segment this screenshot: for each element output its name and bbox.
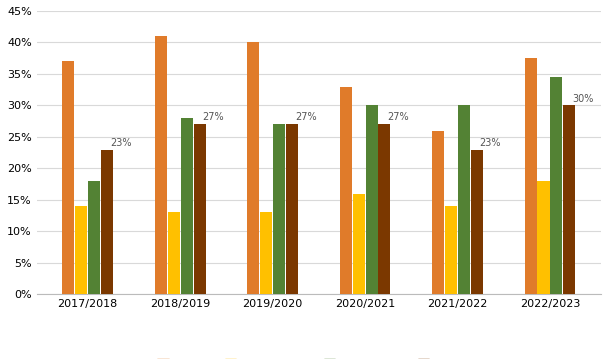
Bar xyxy=(378,124,390,294)
Text: 23%: 23% xyxy=(480,137,501,148)
Bar xyxy=(353,194,365,294)
Text: 27%: 27% xyxy=(295,112,316,122)
Bar xyxy=(181,118,193,294)
Bar xyxy=(537,181,550,294)
Bar xyxy=(286,124,298,294)
Bar xyxy=(432,131,444,294)
Text: 30%: 30% xyxy=(572,94,593,103)
Bar xyxy=(445,206,457,294)
Bar xyxy=(550,77,562,294)
Bar xyxy=(260,213,272,294)
Bar xyxy=(564,106,575,294)
Text: 23%: 23% xyxy=(110,137,131,148)
Bar xyxy=(101,149,113,294)
Bar xyxy=(62,61,74,294)
Bar xyxy=(525,58,537,294)
Legend: society, environment, governance, average: society, environment, governance, averag… xyxy=(153,355,485,359)
Text: 27%: 27% xyxy=(387,112,409,122)
Text: 27%: 27% xyxy=(202,112,224,122)
Bar xyxy=(193,124,206,294)
Bar xyxy=(154,36,167,294)
Bar xyxy=(75,206,87,294)
Bar xyxy=(471,149,483,294)
Bar xyxy=(365,106,378,294)
Bar xyxy=(88,181,100,294)
Bar xyxy=(340,87,351,294)
Bar xyxy=(273,124,285,294)
Bar xyxy=(247,42,259,294)
Bar xyxy=(458,106,470,294)
Bar xyxy=(168,213,179,294)
